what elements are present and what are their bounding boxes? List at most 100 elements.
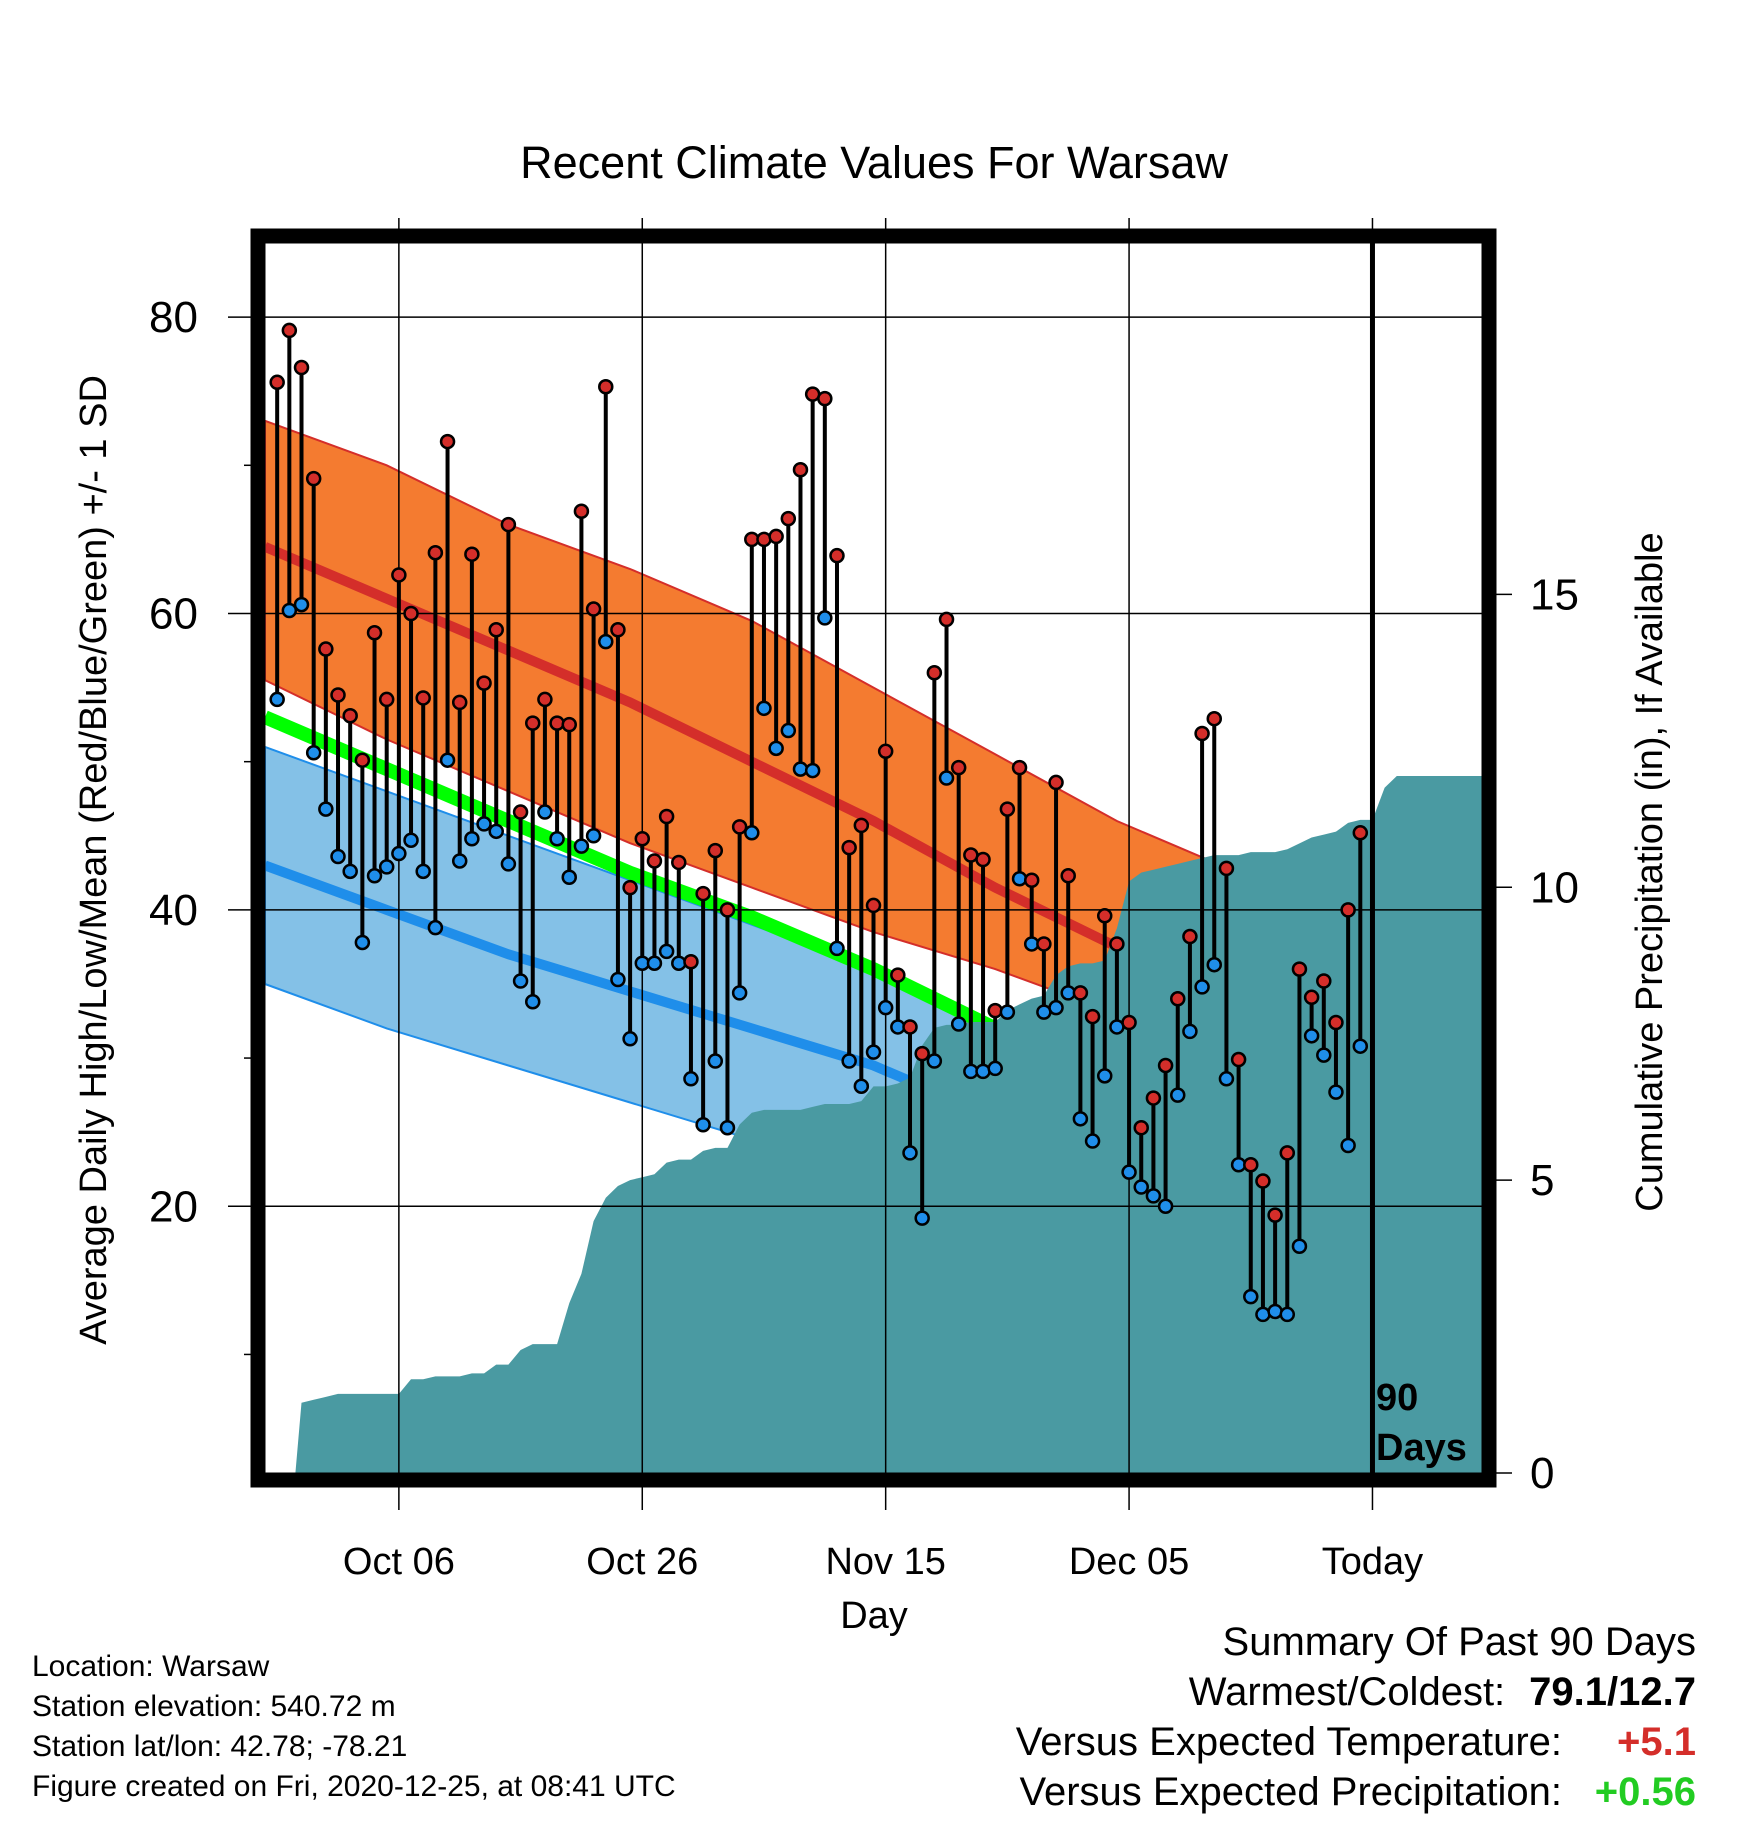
daily-high-point <box>1316 973 1332 989</box>
station-location: Location: Warsaw <box>32 1650 270 1683</box>
daily-high-point <box>634 830 651 847</box>
daily-high-point <box>865 897 882 914</box>
daily-high-point <box>342 707 358 724</box>
daily-low-point <box>658 943 675 960</box>
daily-high-point <box>780 510 797 527</box>
daily-high-point <box>1340 902 1356 918</box>
daily-low-point <box>354 934 371 951</box>
daily-low-point <box>1255 1306 1271 1323</box>
daily-low-point <box>476 816 492 832</box>
daily-low-point <box>768 740 784 757</box>
daily-low-point <box>585 828 602 844</box>
daily-low-point <box>1084 1133 1101 1149</box>
daily-high-point <box>841 839 857 856</box>
daily-low-point <box>524 993 541 1010</box>
x-tick-label: Oct 26 <box>586 1541 698 1583</box>
summary-title: Summary Of Past 90 Days <box>1222 1620 1696 1664</box>
daily-high-point <box>488 622 504 638</box>
daily-low-point <box>841 1053 857 1069</box>
daily-low-point <box>281 602 298 619</box>
y2-tick-label: 15 <box>1530 570 1579 619</box>
y-tick-label: 80 <box>149 293 198 342</box>
daily-high-point <box>1036 936 1052 952</box>
y2-tick-label: 0 <box>1530 1449 1554 1498</box>
daily-high-point <box>427 544 444 561</box>
daily-high-point <box>1230 1051 1247 1068</box>
daily-high-point <box>1291 961 1308 977</box>
y-tick-label: 60 <box>149 589 198 638</box>
daily-low-point <box>1133 1179 1149 1195</box>
daily-high-point <box>1072 985 1089 1001</box>
precip-label: Versus Expected Precipitation: <box>1019 1770 1562 1814</box>
daily-high-point <box>1157 1057 1174 1074</box>
daily-low-point <box>403 832 419 848</box>
daily-high-point <box>476 675 492 691</box>
daily-high-point <box>366 624 383 641</box>
station-latlon: Station lat/lon: 42.78; -78.21 <box>32 1730 408 1763</box>
daily-high-point <box>269 374 285 391</box>
daily-high-point <box>1328 1014 1344 1031</box>
daily-low-point <box>829 940 845 957</box>
daily-high-point <box>512 804 529 820</box>
daily-high-point <box>622 879 638 896</box>
daily-high-point <box>1243 1157 1259 1173</box>
daily-low-point <box>865 1044 882 1060</box>
summary-warm-cold: Warmest/Coldest: 79.1/12.7 <box>1189 1670 1696 1715</box>
daily-high-point <box>415 690 431 706</box>
daily-low-point <box>427 919 444 936</box>
daily-high-point <box>1133 1119 1149 1136</box>
daily-high-point <box>671 854 687 871</box>
daily-low-point <box>1352 1038 1369 1054</box>
daily-low-point <box>1011 870 1028 887</box>
daily-high-point <box>598 378 614 395</box>
daily-low-point <box>987 1060 1003 1077</box>
daily-low-point <box>914 1210 930 1226</box>
daily-low-point <box>902 1145 918 1161</box>
temp-value: +5.1 <box>1617 1720 1696 1764</box>
warm-cold-label: Warmest/Coldest: <box>1188 1670 1506 1714</box>
daily-low-point <box>646 955 663 971</box>
daily-high-point <box>719 902 736 918</box>
daily-low-point <box>695 1116 711 1133</box>
daily-low-point <box>1157 1198 1174 1215</box>
daily-high-point <box>354 752 371 768</box>
daily-high-point <box>877 743 894 760</box>
y2-axis-label: Cumulative Precipitation (in), If Availa… <box>1629 532 1671 1211</box>
daily-high-point <box>1206 710 1223 727</box>
daily-low-point <box>1218 1071 1235 1087</box>
daily-low-point <box>464 830 480 847</box>
precip-value: +0.56 <box>1594 1770 1696 1814</box>
x-tick-label: Dec 05 <box>1069 1541 1189 1583</box>
daily-low-point <box>1096 1068 1113 1084</box>
y2-tick-label: 5 <box>1530 1156 1554 1205</box>
daily-high-point <box>1218 860 1235 877</box>
daily-high-point <box>853 817 870 834</box>
plot-frame <box>250 228 1497 1488</box>
daily-low-point <box>439 752 456 768</box>
daily-high-point <box>330 687 346 703</box>
daily-low-point <box>719 1119 736 1136</box>
daily-high-point <box>305 470 322 487</box>
y-tick-label: 40 <box>149 886 198 935</box>
daily-low-point <box>1291 1238 1308 1255</box>
daily-low-point <box>500 856 517 872</box>
daily-high-point <box>1255 1173 1271 1189</box>
daily-high-point <box>1145 1090 1162 1106</box>
daily-low-point <box>853 1078 870 1094</box>
y-axis-label: Average Daily High/Low/Mean (Red/Blue/Gr… <box>73 375 115 1345</box>
figure-created: Figure created on Fri, 2020-12-25, at 08… <box>32 1770 676 1803</box>
x-tick-label: Oct 06 <box>343 1541 455 1583</box>
x-tick-label: Nov 15 <box>825 1541 945 1583</box>
daily-low-point <box>744 825 760 841</box>
daily-low-point <box>1194 979 1210 995</box>
daily-high-point <box>537 691 553 708</box>
daily-low-point <box>1072 1111 1089 1127</box>
daily-low-point <box>683 1071 699 1087</box>
daily-high-point <box>281 322 298 339</box>
daily-high-point <box>403 605 419 622</box>
daily-low-point <box>671 955 687 971</box>
daily-high-point <box>293 359 310 376</box>
today-days-word: Days <box>1376 1427 1467 1469</box>
daily-high-point <box>792 461 809 478</box>
